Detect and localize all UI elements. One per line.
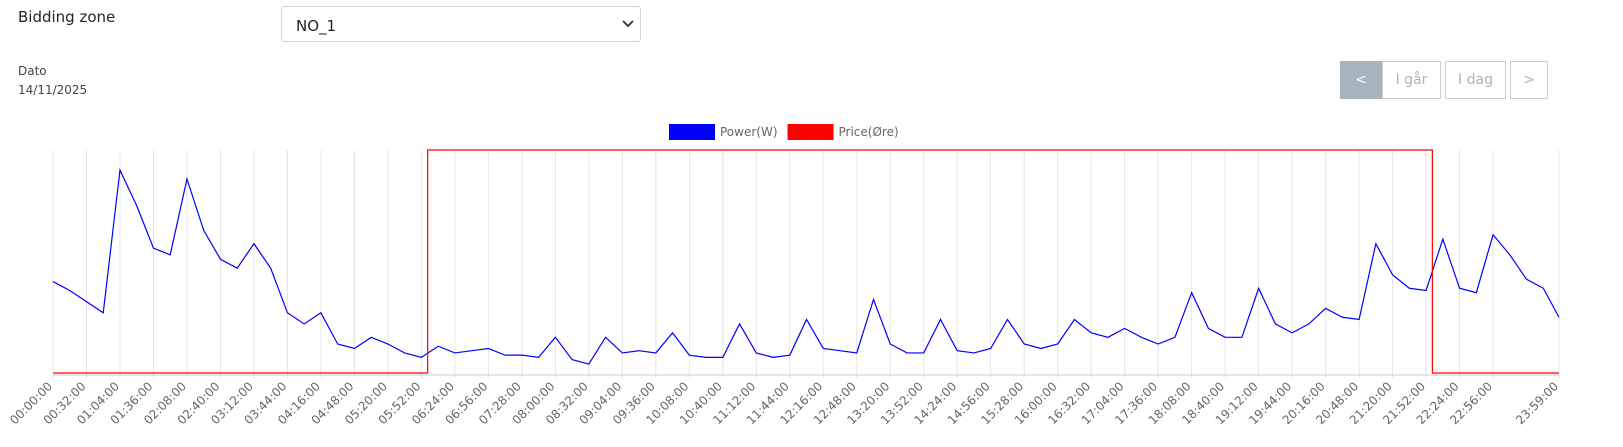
legend-swatch — [787, 124, 834, 140]
zone-value: NO_1 — [296, 17, 337, 35]
today-button[interactable]: I dag — [1445, 61, 1506, 99]
zone-label: Bidding zone — [18, 8, 116, 26]
legend-label: Price(Øre) — [839, 125, 899, 139]
zone-select[interactable]: NO_1 — [281, 6, 641, 42]
next-button[interactable]: > — [1510, 61, 1548, 99]
x-tick-label: 23:59:00 — [1513, 379, 1561, 427]
series-line — [53, 149, 1559, 374]
series-line — [52, 167, 1560, 365]
chevron — [622, 20, 634, 28]
legend-swatch — [669, 124, 715, 140]
legend-label: Power(W) — [720, 125, 778, 139]
date-label: Dato — [18, 64, 47, 78]
date-value: 14/11/2025 — [18, 83, 88, 97]
yesterday-button[interactable]: I går — [1382, 61, 1441, 99]
prev-button[interactable]: < — [1340, 61, 1382, 99]
